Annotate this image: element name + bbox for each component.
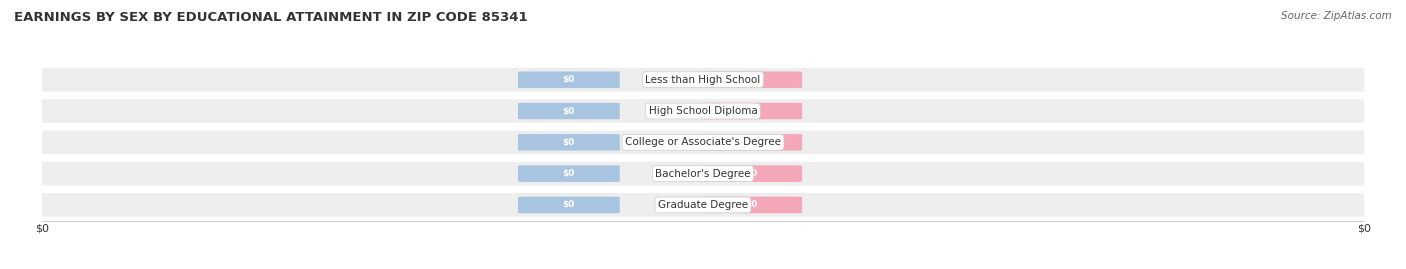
- Text: $0: $0: [745, 138, 758, 147]
- Text: College or Associate's Degree: College or Associate's Degree: [626, 137, 780, 147]
- Text: $0: $0: [562, 75, 575, 84]
- FancyBboxPatch shape: [517, 165, 620, 182]
- FancyBboxPatch shape: [37, 99, 1369, 123]
- Text: $0: $0: [745, 169, 758, 178]
- FancyBboxPatch shape: [37, 130, 1369, 154]
- Text: Source: ZipAtlas.com: Source: ZipAtlas.com: [1281, 11, 1392, 21]
- Text: EARNINGS BY SEX BY EDUCATIONAL ATTAINMENT IN ZIP CODE 85341: EARNINGS BY SEX BY EDUCATIONAL ATTAINMEN…: [14, 11, 527, 24]
- Text: High School Diploma: High School Diploma: [648, 106, 758, 116]
- FancyBboxPatch shape: [517, 72, 620, 88]
- FancyBboxPatch shape: [517, 103, 620, 119]
- FancyBboxPatch shape: [700, 197, 801, 213]
- Text: $0: $0: [745, 75, 758, 84]
- Text: $0: $0: [745, 107, 758, 115]
- FancyBboxPatch shape: [700, 134, 801, 151]
- Legend: Male, Female: Male, Female: [647, 268, 759, 269]
- Text: $0: $0: [745, 200, 758, 210]
- FancyBboxPatch shape: [517, 134, 620, 151]
- Text: $0: $0: [562, 169, 575, 178]
- Text: Bachelor's Degree: Bachelor's Degree: [655, 169, 751, 179]
- FancyBboxPatch shape: [700, 72, 801, 88]
- Text: $0: $0: [562, 200, 575, 210]
- Text: Graduate Degree: Graduate Degree: [658, 200, 748, 210]
- FancyBboxPatch shape: [517, 197, 620, 213]
- Text: $0: $0: [562, 107, 575, 115]
- FancyBboxPatch shape: [37, 68, 1369, 91]
- Text: Less than High School: Less than High School: [645, 75, 761, 85]
- FancyBboxPatch shape: [700, 165, 801, 182]
- FancyBboxPatch shape: [37, 162, 1369, 185]
- FancyBboxPatch shape: [700, 103, 801, 119]
- Text: $0: $0: [562, 138, 575, 147]
- FancyBboxPatch shape: [37, 193, 1369, 217]
